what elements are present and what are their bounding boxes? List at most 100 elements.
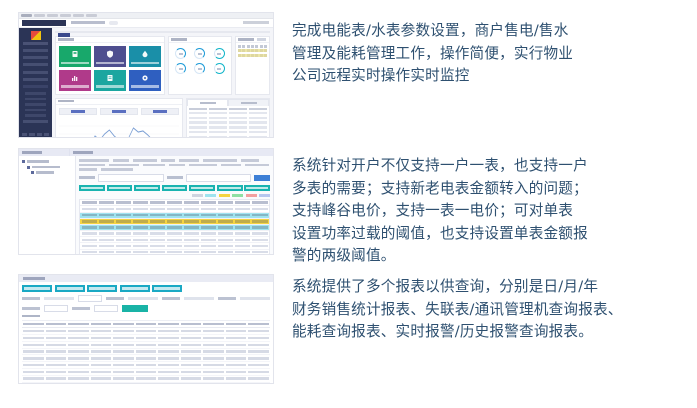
tile-energy-statistics[interactable] <box>59 69 92 91</box>
meter-list-screenshot[interactable] <box>18 148 274 255</box>
date-sep-label <box>72 307 90 310</box>
card-title-gauges <box>169 37 231 43</box>
tile-meter-management[interactable] <box>59 46 92 67</box>
action-button-6[interactable] <box>216 184 243 191</box>
sidebar-footer-icons[interactable] <box>22 133 49 136</box>
table-row[interactable] <box>22 376 270 383</box>
action-button-7[interactable] <box>244 184 271 191</box>
sidebar-subitem-2[interactable] <box>25 97 46 101</box>
table-row[interactable] <box>22 349 270 356</box>
sidebar-item-2[interactable] <box>23 56 48 60</box>
chart-filter-row[interactable] <box>56 105 182 118</box>
header-user-area[interactable] <box>243 21 269 24</box>
report-button-lost[interactable] <box>119 285 150 292</box>
tile-water-management[interactable] <box>128 46 161 67</box>
sidebar-item-3[interactable] <box>23 63 48 67</box>
device-tree[interactable] <box>19 156 76 254</box>
sidebar-item-4[interactable] <box>23 70 48 74</box>
node-icon <box>31 171 34 175</box>
action-button-4[interactable] <box>161 184 188 191</box>
sidebar-item-6-active[interactable] <box>23 84 48 88</box>
filter-input-2[interactable] <box>185 173 251 182</box>
search-button[interactable] <box>254 174 270 181</box>
tab-ranking-b[interactable] <box>228 98 269 106</box>
sidebar-nav[interactable] <box>19 28 52 137</box>
shortcut-tiles[interactable] <box>56 43 164 94</box>
table-row[interactable] <box>22 342 270 349</box>
tree-node-leaf[interactable] <box>31 171 72 175</box>
footer-icon-4[interactable] <box>43 133 49 136</box>
sidebar-item-1[interactable] <box>23 49 48 52</box>
th <box>238 45 241 48</box>
query-select-1[interactable] <box>78 294 102 302</box>
footer-icon-1[interactable] <box>22 133 28 136</box>
action-button-5[interactable] <box>189 184 215 191</box>
footer-icon-2[interactable] <box>29 133 35 136</box>
action-button-1[interactable] <box>79 184 105 191</box>
page-tab-bar[interactable] <box>55 31 270 37</box>
table-row[interactable] <box>80 206 269 213</box>
action-button-2[interactable] <box>106 184 133 191</box>
th <box>264 45 268 48</box>
sidebar-item-5[interactable] <box>23 77 48 81</box>
table-row[interactable] <box>80 250 269 254</box>
report-query-screenshot[interactable] <box>18 274 274 384</box>
table-row[interactable] <box>80 212 269 219</box>
table-row[interactable] <box>22 355 270 363</box>
list-item <box>189 126 267 129</box>
sidebar-item-7[interactable] <box>23 120 48 124</box>
report-table[interactable] <box>22 319 270 384</box>
tile-sell-power-management[interactable] <box>93 46 127 67</box>
date-to-input[interactable] <box>94 304 118 313</box>
query-search-button[interactable] <box>122 305 148 312</box>
filter-input-1[interactable] <box>98 173 164 182</box>
table-row[interactable] <box>80 237 269 244</box>
query-value-4 <box>240 296 270 300</box>
list-item <box>189 121 267 124</box>
query-label-4 <box>218 296 236 300</box>
tile-system-settings[interactable] <box>128 69 161 91</box>
report-button-yearly[interactable] <box>87 285 117 292</box>
tree-node-child[interactable] <box>27 165 72 169</box>
table-row[interactable] <box>22 328 270 336</box>
table-row[interactable] <box>80 218 269 225</box>
chart-filter-3[interactable] <box>141 107 179 115</box>
sidebar-subitem-4[interactable] <box>25 108 46 112</box>
dashboard-screenshot[interactable] <box>18 12 274 138</box>
query-field-row-2[interactable] <box>22 304 270 313</box>
search-filter-row[interactable] <box>79 173 270 182</box>
tile-report-query[interactable] <box>93 69 127 91</box>
report-type-button-row[interactable] <box>22 285 270 292</box>
query-value-3 <box>184 296 214 300</box>
footer-icon-3[interactable] <box>36 133 42 136</box>
date-from-input[interactable] <box>44 304 68 313</box>
status-color-legend <box>79 193 270 197</box>
tab-home-active[interactable] <box>58 33 70 37</box>
sidebar-subitem-1[interactable] <box>25 92 46 95</box>
meter-table[interactable] <box>79 198 270 254</box>
ranking-tabs[interactable] <box>187 98 269 106</box>
tile-label <box>61 85 90 88</box>
list-panel-title <box>70 149 273 156</box>
sidebar-subitem-5[interactable] <box>25 114 46 117</box>
table-row[interactable] <box>80 231 269 238</box>
report-button-monthly[interactable] <box>54 285 85 292</box>
tab-ranking-a[interactable] <box>187 98 228 106</box>
tree-node-root[interactable] <box>22 160 72 163</box>
table-row[interactable] <box>80 224 269 232</box>
query-field-row-1[interactable] <box>22 294 270 302</box>
action-button-3[interactable] <box>134 184 160 191</box>
report-button-daily[interactable] <box>22 285 52 292</box>
shield-icon <box>106 50 113 58</box>
table-row[interactable] <box>80 243 269 250</box>
action-button-row[interactable] <box>79 184 271 191</box>
table-row[interactable] <box>22 362 270 369</box>
chart-filter-1[interactable] <box>59 107 97 115</box>
sidebar-subitem-3[interactable] <box>25 103 46 106</box>
report-button-alarm[interactable] <box>152 285 182 292</box>
chart-filter-2[interactable] <box>100 107 138 115</box>
td <box>238 53 241 57</box>
table-row[interactable] <box>22 369 270 376</box>
table-row[interactable] <box>22 383 270 384</box>
table-row[interactable] <box>22 335 270 342</box>
